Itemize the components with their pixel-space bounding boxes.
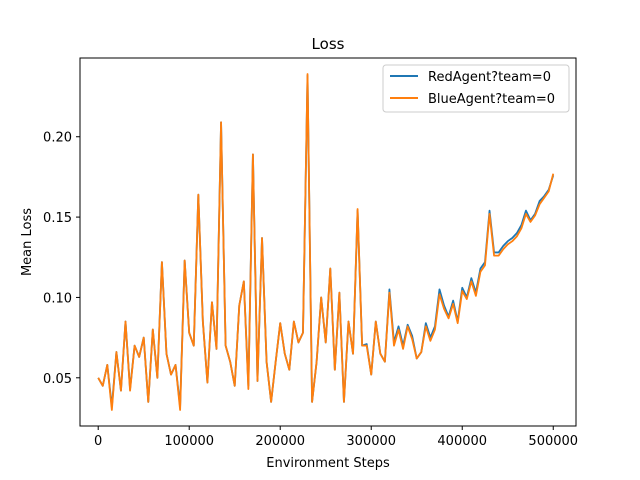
x-tick-label: 100000 bbox=[164, 434, 214, 449]
y-tick-label: 0.15 bbox=[43, 211, 72, 226]
y-axis-label: Mean Loss bbox=[20, 208, 35, 276]
x-axis-label: Environment Steps bbox=[266, 456, 390, 471]
x-tick-label: 0 bbox=[94, 434, 102, 449]
legend-label-blue-agent: BlueAgent?team=0 bbox=[428, 92, 555, 107]
plot-area bbox=[79, 57, 577, 427]
legend: RedAgent?team=0 BlueAgent?team=0 bbox=[382, 64, 570, 113]
y-tick-label: 0.20 bbox=[43, 131, 72, 146]
axes-frame bbox=[79, 57, 577, 427]
chart-title: Loss bbox=[312, 35, 345, 53]
y-tick-label: 0.05 bbox=[43, 372, 72, 387]
x-tick-label: 500000 bbox=[528, 434, 578, 449]
x-axis: 0 100000 200000 300000 400000 500000 bbox=[94, 426, 578, 449]
legend-label-red-agent: RedAgent?team=0 bbox=[428, 70, 551, 85]
x-tick-label: 400000 bbox=[437, 434, 487, 449]
y-axis: 0.05 0.10 0.15 0.20 bbox=[43, 131, 80, 387]
x-tick-label: 300000 bbox=[346, 434, 396, 449]
legend-box bbox=[382, 64, 570, 113]
series-layer bbox=[97, 73, 555, 411]
y-tick-label: 0.10 bbox=[43, 291, 72, 306]
x-tick-label: 200000 bbox=[255, 434, 305, 449]
series-line-blue-agent bbox=[97, 73, 555, 411]
